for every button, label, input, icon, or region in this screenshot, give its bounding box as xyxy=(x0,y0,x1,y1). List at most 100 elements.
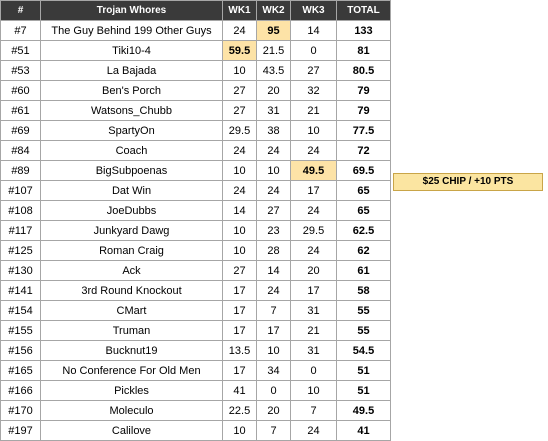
rank-cell: #51 xyxy=(0,40,41,61)
wk2-cell: 23 xyxy=(256,220,291,241)
team-cell: 3rd Round Knockout xyxy=(40,280,223,301)
table-row: #166 Pickles 41 0 10 51 xyxy=(0,380,391,401)
wk2-cell: 27 xyxy=(256,200,291,221)
total-cell: 55 xyxy=(336,300,391,321)
wk3-cell: 49.5 xyxy=(290,160,337,181)
team-cell: Moleculo xyxy=(40,400,223,421)
table-row: #61 Watsons_Chubb 27 31 21 79 xyxy=(0,100,391,121)
table-row: #60 Ben's Porch 27 20 32 79 xyxy=(0,80,391,101)
total-cell: 55 xyxy=(336,320,391,341)
wk3-cell: 0 xyxy=(290,360,337,381)
table-row: #197 Calilove 10 7 24 41 xyxy=(0,420,391,441)
team-cell: Pickles xyxy=(40,380,223,401)
wk1-cell: 59.5 xyxy=(222,40,257,61)
team-cell: Roman Craig xyxy=(40,240,223,261)
table-row: #69 SpartyOn 29.5 38 10 77.5 xyxy=(0,120,391,141)
wk2-cell: 95 xyxy=(256,20,291,41)
total-cell: 77.5 xyxy=(336,120,391,141)
total-cell: 41 xyxy=(336,420,391,441)
total-cell: 51 xyxy=(336,360,391,381)
wk1-cell: 10 xyxy=(222,60,257,81)
team-cell: Ack xyxy=(40,260,223,281)
wk2-cell: 28 xyxy=(256,240,291,261)
table-row: #141 3rd Round Knockout 17 24 17 58 xyxy=(0,280,391,301)
wk1-cell: 13.5 xyxy=(222,340,257,361)
total-cell: 51 xyxy=(336,380,391,401)
rank-cell: #165 xyxy=(0,360,41,381)
wk3-cell: 14 xyxy=(290,20,337,41)
wk3-cell: 21 xyxy=(290,320,337,341)
wk1-cell: 27 xyxy=(222,100,257,121)
wk3-cell: 10 xyxy=(290,120,337,141)
rank-cell: #170 xyxy=(0,400,41,421)
rank-cell: #117 xyxy=(0,220,41,241)
team-cell: Tiki10-4 xyxy=(40,40,223,61)
wk3-cell: 32 xyxy=(290,80,337,101)
rank-cell: #130 xyxy=(0,260,41,281)
rank-cell: #156 xyxy=(0,340,41,361)
total-cell: 62 xyxy=(336,240,391,261)
wk1-cell: 10 xyxy=(222,420,257,441)
rank-cell: #69 xyxy=(0,120,41,141)
team-cell: Coach xyxy=(40,140,223,161)
wk3-cell: 10 xyxy=(290,380,337,401)
rank-cell: #166 xyxy=(0,380,41,401)
wk1-cell: 41 xyxy=(222,380,257,401)
wk2-cell: 31 xyxy=(256,100,291,121)
wk1-cell: 17 xyxy=(222,360,257,381)
wk1-cell: 22.5 xyxy=(222,400,257,421)
table-row: #154 CMart 17 7 31 55 xyxy=(0,300,391,321)
col-total-header: TOTAL xyxy=(336,0,391,21)
wk2-cell: 43.5 xyxy=(256,60,291,81)
rank-cell: #197 xyxy=(0,420,41,441)
total-cell: 81 xyxy=(336,40,391,61)
team-cell: JoeDubbs xyxy=(40,200,223,221)
team-cell: Ben's Porch xyxy=(40,80,223,101)
table-row: #107 Dat Win 24 24 17 65 xyxy=(0,180,391,201)
wk3-cell: 29.5 xyxy=(290,220,337,241)
wk1-cell: 17 xyxy=(222,320,257,341)
wk3-cell: 0 xyxy=(290,40,337,61)
team-cell: SpartyOn xyxy=(40,120,223,141)
table-row: #51 Tiki10-4 59.5 21.5 0 81 xyxy=(0,40,391,61)
wk3-cell: 31 xyxy=(290,340,337,361)
total-cell: 69.5 xyxy=(336,160,391,181)
wk2-cell: 20 xyxy=(256,400,291,421)
table-row: #84 Coach 24 24 24 72 xyxy=(0,140,391,161)
table-row: #125 Roman Craig 10 28 24 62 xyxy=(0,240,391,261)
wk1-cell: 14 xyxy=(222,200,257,221)
wk3-cell: 24 xyxy=(290,140,337,161)
wk2-cell: 7 xyxy=(256,300,291,321)
rank-cell: #7 xyxy=(0,20,41,41)
rank-cell: #155 xyxy=(0,320,41,341)
wk1-cell: 24 xyxy=(222,20,257,41)
team-cell: Calilove xyxy=(40,420,223,441)
col-wk2-header: WK2 xyxy=(256,0,291,21)
table-row: #156 Bucknut19 13.5 10 31 54.5 xyxy=(0,340,391,361)
team-cell: Truman xyxy=(40,320,223,341)
total-cell: 58 xyxy=(336,280,391,301)
total-cell: 61 xyxy=(336,260,391,281)
wk2-cell: 10 xyxy=(256,340,291,361)
table-row: #53 La Bajada 10 43.5 27 80.5 xyxy=(0,60,391,81)
rank-cell: #60 xyxy=(0,80,41,101)
team-cell: Bucknut19 xyxy=(40,340,223,361)
wk3-cell: 20 xyxy=(290,260,337,281)
total-cell: 72 xyxy=(336,140,391,161)
wk2-cell: 24 xyxy=(256,140,291,161)
total-cell: 80.5 xyxy=(336,60,391,81)
wk3-cell: 24 xyxy=(290,200,337,221)
wk2-cell: 14 xyxy=(256,260,291,281)
col-team-header: Trojan Whores xyxy=(40,0,223,21)
wk3-cell: 17 xyxy=(290,180,337,201)
wk1-cell: 27 xyxy=(222,260,257,281)
wk2-cell: 38 xyxy=(256,120,291,141)
rank-cell: #141 xyxy=(0,280,41,301)
col-rank-header: # xyxy=(0,0,41,21)
wk2-cell: 0 xyxy=(256,380,291,401)
rank-cell: #89 xyxy=(0,160,41,181)
header-row: # Trojan Whores WK1 WK2 WK3 TOTAL xyxy=(0,0,391,21)
wk1-cell: 17 xyxy=(222,280,257,301)
wk3-cell: 27 xyxy=(290,60,337,81)
team-cell: Watsons_Chubb xyxy=(40,100,223,121)
